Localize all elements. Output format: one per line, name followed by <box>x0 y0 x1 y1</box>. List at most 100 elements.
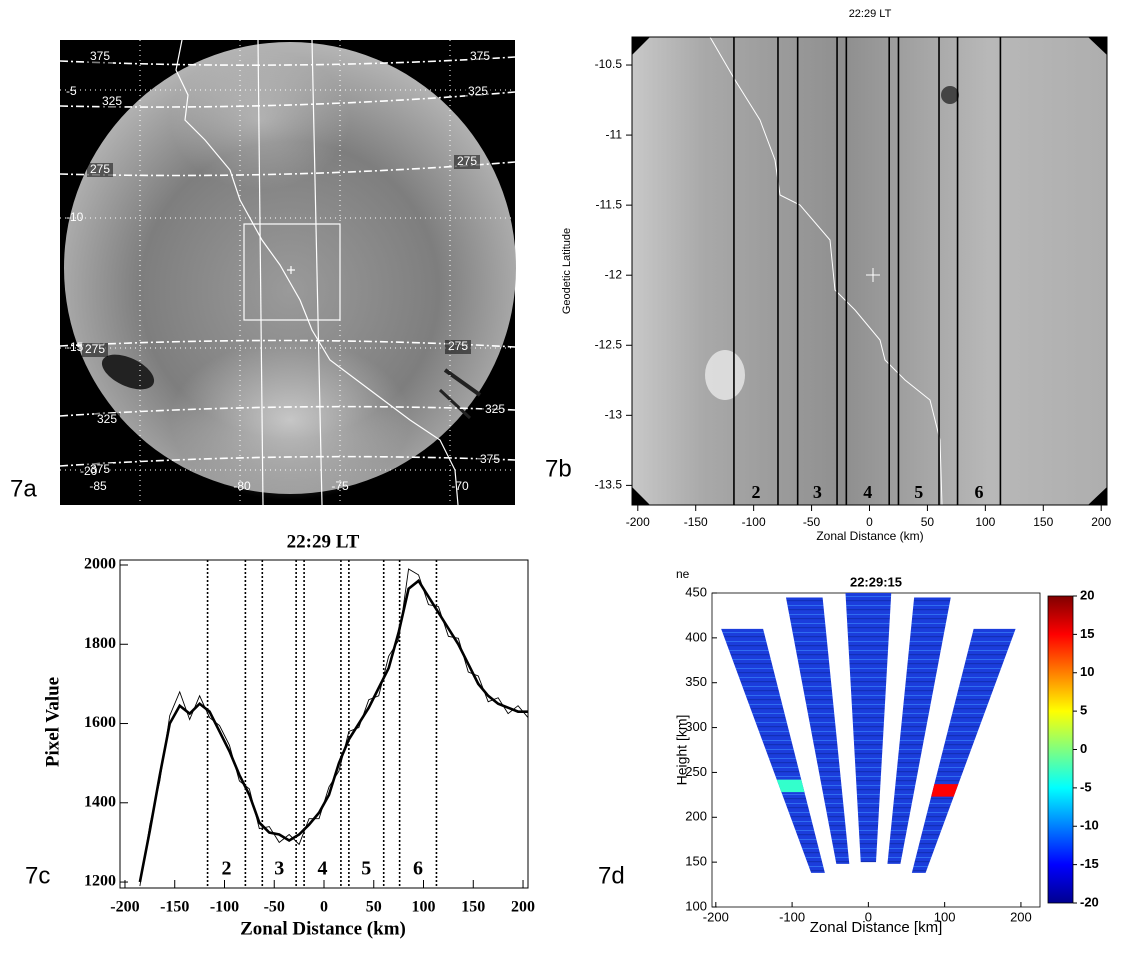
y-tick-label: 2000 <box>84 556 116 573</box>
contour-label: 275 <box>85 342 105 356</box>
contour-label-bg <box>454 155 480 169</box>
plot-frame <box>119 559 529 889</box>
zone-label: 6 <box>413 858 423 880</box>
colorbar-tick-label: -10 <box>1080 818 1099 833</box>
contour-label: 375 <box>480 452 500 466</box>
colorbar-tick-label: -15 <box>1080 856 1099 871</box>
contour-label-bg <box>87 463 113 477</box>
contour-label: 325 <box>468 84 488 98</box>
colorbar-tick-label: 15 <box>1080 626 1094 641</box>
x-tick-label: -150 <box>160 899 189 916</box>
line-series <box>138 578 528 883</box>
x-tick-label: 0 <box>320 899 328 916</box>
contour-label: 325 <box>485 402 505 416</box>
panel-a-image <box>60 39 516 506</box>
radar-beam <box>845 593 892 863</box>
echo <box>776 779 805 793</box>
y-tick-label: -13 <box>605 407 623 421</box>
x-tick-label: -150 <box>684 515 708 529</box>
zone-label: 5 <box>914 482 923 502</box>
colorbar-tick-label: 5 <box>1080 703 1087 718</box>
x-tick-label: 200 <box>511 899 535 916</box>
panel-label: 7c <box>25 862 50 889</box>
x-tick-label: 50 <box>366 899 382 916</box>
x-tick-label: -200 <box>703 909 729 924</box>
contour-label: 275 <box>90 162 110 176</box>
lon-label: -85 <box>89 479 107 493</box>
y-tick-label: -12 <box>605 267 623 281</box>
panel-label: 7d <box>598 862 625 889</box>
x-axis-label: Zonal Distance (km) <box>816 529 923 543</box>
zone-label: 6 <box>974 482 983 502</box>
colorbar-tick-label: -20 <box>1080 894 1099 909</box>
panel-label: 7a <box>10 475 37 502</box>
contour-label-bg <box>467 50 493 64</box>
x-tick-label: -50 <box>264 899 285 916</box>
y-tick-label: -11.5 <box>596 197 623 211</box>
colorbar-tick-label: 10 <box>1080 664 1094 679</box>
panel-label: 7b <box>545 455 572 482</box>
x-tick-label: -200 <box>110 899 139 916</box>
contour-label: 275 <box>448 339 468 353</box>
contour-label-bg <box>87 50 113 64</box>
chart-title: 22:29 LT <box>287 531 360 552</box>
x-tick-label: 100 <box>934 909 956 924</box>
y-tick-label: -13.5 <box>595 478 623 492</box>
zone-label: 5 <box>361 858 371 880</box>
chart-title: 22:29:15 <box>850 574 902 589</box>
x-axis-label: Zonal Distance [km] <box>810 919 943 936</box>
y-tick-label: 1800 <box>84 635 116 652</box>
corner-text: ne <box>676 567 690 581</box>
x-tick-label: -100 <box>742 515 766 529</box>
lat-label: -15 <box>66 340 84 354</box>
radar-beam <box>785 597 850 864</box>
contour-label: 325 <box>102 94 122 108</box>
zone-label: 3 <box>813 482 822 502</box>
x-tick-label: 150 <box>461 899 485 916</box>
contour-label-bg <box>482 403 508 417</box>
contour-label: 375 <box>90 49 110 63</box>
radar-beam <box>911 628 1016 873</box>
x-tick-label: -50 <box>803 515 821 529</box>
lon-label: -75 <box>331 479 349 493</box>
x-tick-label: 0 <box>865 909 872 924</box>
contour-label: 275 <box>457 154 477 168</box>
x-tick-label: 50 <box>921 515 935 529</box>
zone-label: 2 <box>221 858 231 880</box>
contour-label-bg <box>99 95 125 109</box>
colorbar-tick-label: -5 <box>1080 779 1092 794</box>
lat-label: -10 <box>66 210 84 224</box>
contour-line <box>59 91 516 108</box>
x-tick-label: 200 <box>1010 909 1032 924</box>
contour-line <box>59 161 516 177</box>
x-tick-label: 200 <box>1091 515 1111 529</box>
contour-label: 375 <box>90 462 110 476</box>
colorbar-tick-label: 20 <box>1080 587 1094 602</box>
x-tick-label: -100 <box>210 899 239 916</box>
contour-label-bg <box>94 413 120 427</box>
colorbar-tick-label: 0 <box>1080 741 1087 756</box>
y-tick-label: 450 <box>685 584 707 599</box>
y-tick-label: -12.5 <box>595 337 623 351</box>
y-axis-label: Height [km] <box>674 715 690 786</box>
y-tick-label: -10.5 <box>595 57 623 71</box>
x-tick-label: -100 <box>779 909 805 924</box>
zone-label: 2 <box>751 482 760 502</box>
x-axis-label: Zonal Distance (km) <box>240 918 406 939</box>
y-tick-label: 1600 <box>84 714 116 731</box>
y-tick-label: 350 <box>685 674 707 689</box>
y-tick-label: 200 <box>685 809 707 824</box>
y-tick-label: 150 <box>685 854 707 869</box>
y-tick-label: -11 <box>606 127 623 141</box>
y-axis-label: Geodetic Latitude <box>561 228 573 314</box>
zone-label: 4 <box>318 858 328 880</box>
contour-line <box>59 56 516 66</box>
contour-label-bg <box>87 163 113 177</box>
x-tick-label: -200 <box>626 515 650 529</box>
contour-label-bg <box>477 453 503 467</box>
contour-label: 375 <box>470 49 490 63</box>
y-tick-label: 400 <box>685 629 707 644</box>
contour-label-bg <box>445 340 471 354</box>
